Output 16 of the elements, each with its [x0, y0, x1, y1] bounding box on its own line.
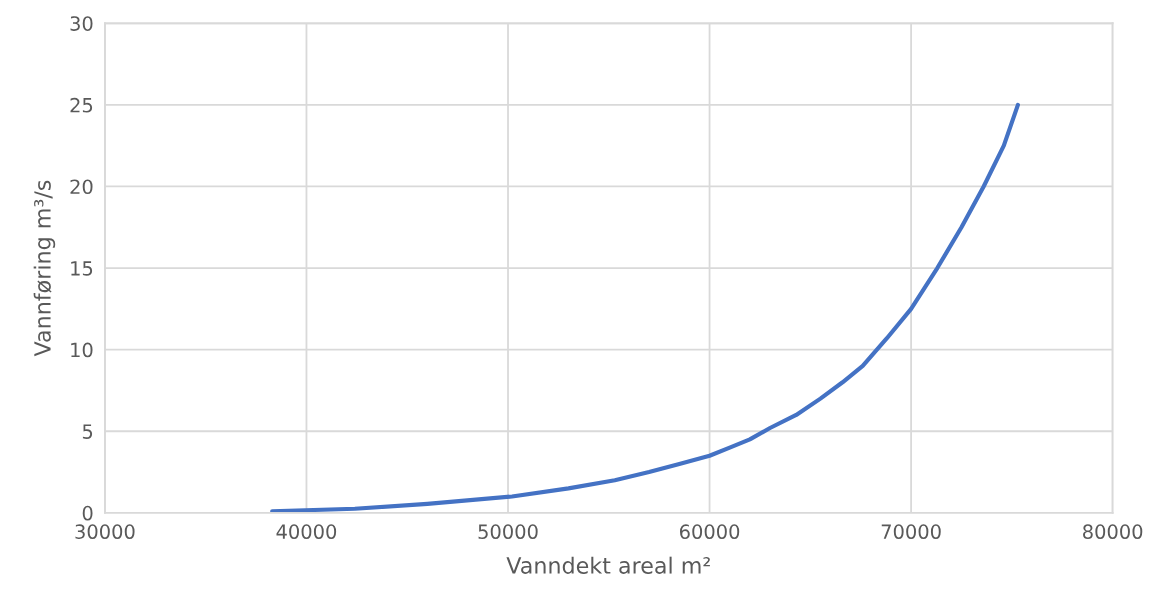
y-tick-label: 15 — [71, 261, 93, 276]
y-tick-label: 10 — [71, 342, 93, 358]
x-axis-title: Vanndekt areal m² — [506, 556, 710, 574]
y-tick-label: 5 — [82, 424, 93, 439]
x-tick-label: 80000 — [1083, 524, 1143, 540]
y-axis-title: Vannføring m³/s — [33, 180, 56, 357]
x-tick-label: 60000 — [679, 524, 740, 540]
y-tick-label: 25 — [70, 97, 93, 113]
line-series — [270, 102, 1021, 513]
x-tick-label: 70000 — [881, 524, 941, 540]
y-tick-label: 30 — [70, 16, 93, 31]
y-tick-label: 0 — [82, 505, 93, 521]
y-tick-label: 20 — [70, 179, 93, 195]
x-tick-label: 30000 — [75, 524, 135, 540]
x-tick-label: 40000 — [276, 524, 337, 540]
x-tick-label: 50000 — [478, 524, 538, 540]
